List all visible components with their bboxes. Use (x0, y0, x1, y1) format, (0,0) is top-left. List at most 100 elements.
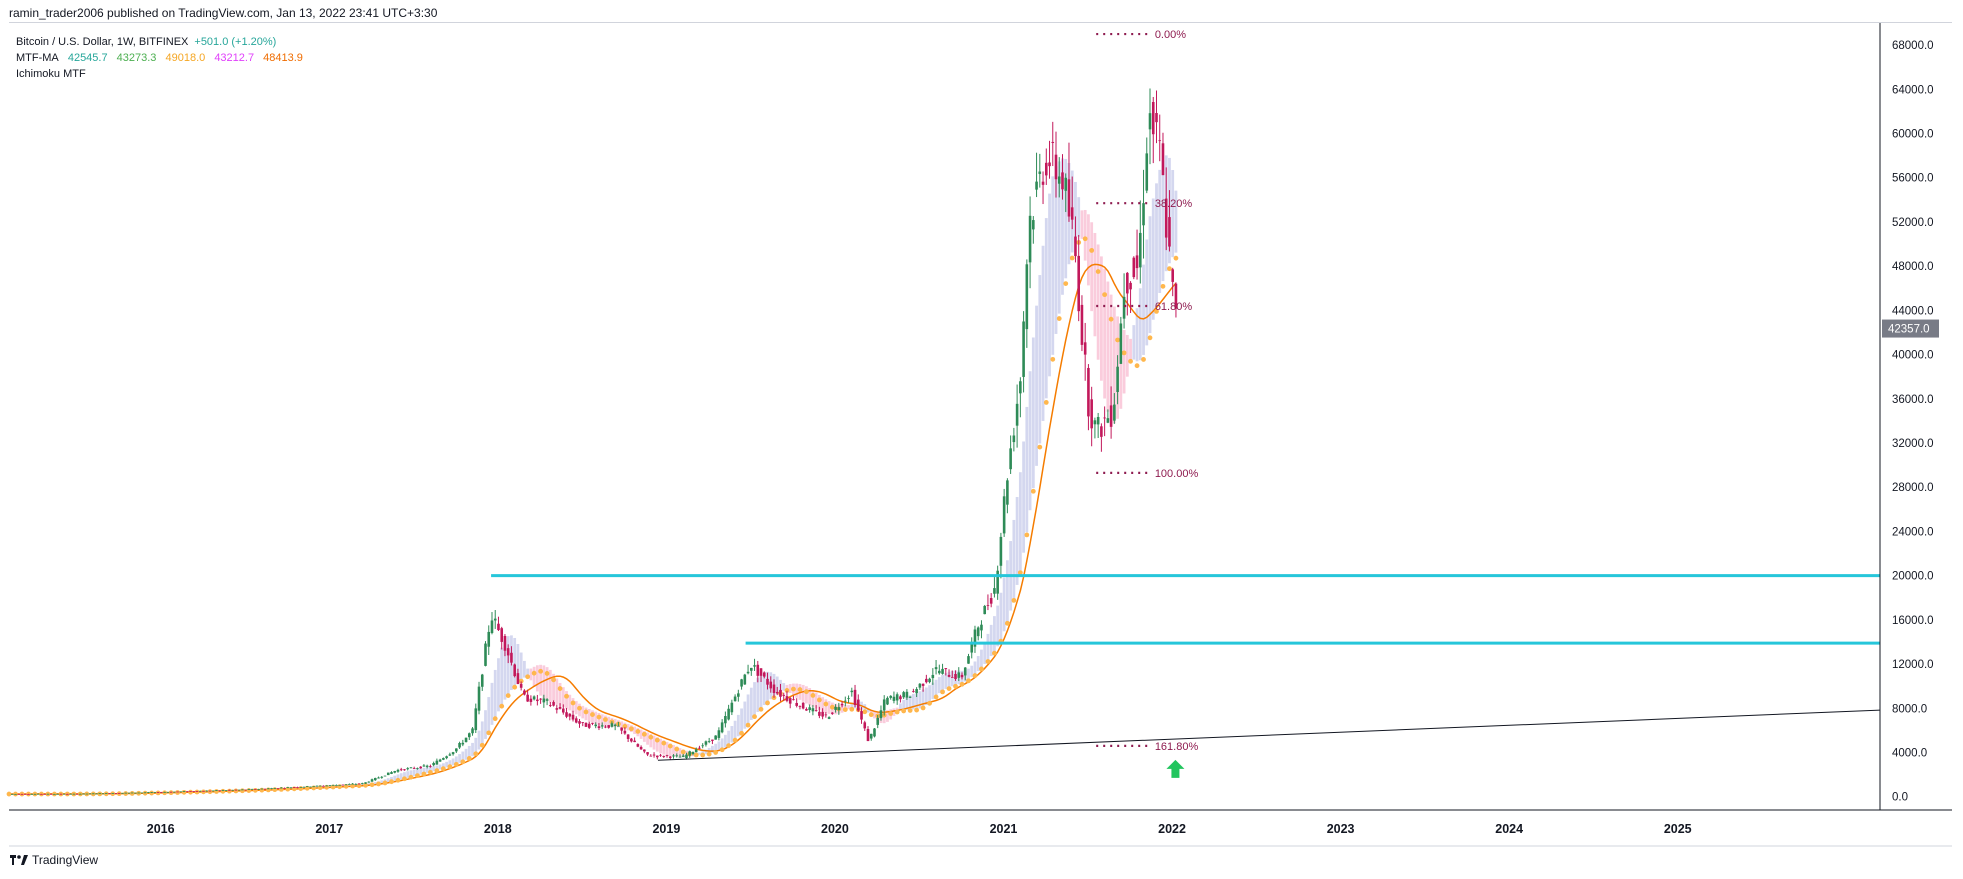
candle-body (876, 717, 880, 725)
candle-body (1164, 198, 1168, 238)
ma-dot (577, 705, 582, 711)
candle-body (571, 714, 575, 720)
candle-body (759, 668, 763, 676)
candle-body (480, 674, 484, 687)
cloud-segment (795, 683, 799, 698)
ma-dot (1082, 236, 1088, 242)
ma-dot (1024, 532, 1030, 538)
legend-mtf-row[interactable]: MTF-MA 42545.7 43273.3 49018.0 43212.7 4… (16, 50, 309, 66)
ma-dot (415, 773, 420, 779)
cloud-segment (1057, 161, 1061, 314)
candle-body (455, 748, 458, 752)
candle-body (1158, 140, 1162, 142)
candle-body (471, 728, 474, 734)
cloud-segment (548, 669, 552, 703)
last-price-tag[interactable] (1882, 319, 1939, 338)
candle-body (724, 716, 727, 724)
legend-ichimoku-row[interactable]: Ichimoku MTF (16, 66, 309, 82)
candle-body (1083, 342, 1087, 355)
candle-body (678, 756, 682, 758)
fibonacci-levels[interactable]: 0.00% 38.20% 61.80% 100.00% 161.80% (1096, 29, 1198, 753)
tradingview-logo-icon (10, 854, 28, 865)
candle-body (938, 670, 941, 674)
candle-body (367, 781, 371, 783)
candle-body (140, 792, 144, 794)
ma-dot (590, 712, 595, 717)
ma-dot (1128, 358, 1133, 364)
cloud-segment (403, 772, 406, 779)
candle-body (325, 785, 328, 787)
ma-dot (304, 785, 310, 791)
cloud-segment (840, 704, 844, 713)
ma-dot (972, 673, 978, 678)
legend-mtf-value-5: 48413.9 (263, 52, 303, 64)
candle-body (1135, 255, 1139, 269)
candle-body (801, 702, 805, 709)
y-tick-label: 28000.0 (1892, 482, 1934, 494)
candle-body (435, 760, 439, 765)
ma-dot (466, 756, 472, 761)
footer-brand[interactable]: TradingView (10, 853, 98, 867)
candle-body (636, 744, 640, 747)
cloud-segment (911, 693, 915, 710)
cloud-segment (662, 740, 666, 755)
cloud-segment (432, 766, 436, 772)
ma-dot (402, 776, 407, 782)
candle-body (996, 570, 999, 594)
candle-body (1025, 264, 1029, 330)
cloud-segment (785, 684, 789, 691)
y-axis[interactable]: 0.0 4000.0 8000.0 12000.0 16000.0 20000.0 2400… (1879, 23, 1939, 810)
candle-body (970, 643, 974, 653)
cloud-segment (367, 783, 371, 785)
cloud-segment (1048, 193, 1051, 377)
cloud-segment (1038, 275, 1042, 444)
candle-body (879, 710, 883, 719)
cloud-segment (1012, 519, 1016, 599)
cloud-segment (934, 679, 938, 696)
candle-body (484, 643, 487, 666)
legend-mtf-value-1: 42545.7 (67, 52, 108, 64)
candle-body (1116, 366, 1119, 393)
candle-body (662, 756, 666, 757)
legend-symbol-row[interactable]: Bitcoin / U.S. Dollar, 1W, BITFINEX +501.… (16, 34, 309, 50)
y-tick-label: 52000.0 (1892, 217, 1934, 229)
candle-body (432, 763, 435, 766)
candle-body (506, 648, 510, 656)
candle-body (772, 684, 776, 693)
cloud-segment (626, 723, 630, 731)
candle-body (344, 784, 348, 786)
x-tick-label: 2022 (1158, 822, 1186, 836)
cloud-segment (480, 721, 484, 745)
ma-dot (207, 789, 213, 795)
candle-body (338, 784, 341, 786)
candle-body (698, 747, 701, 749)
candle-body (967, 656, 970, 664)
ma-dot (745, 722, 751, 728)
candle-body (1109, 405, 1113, 427)
candle-body (539, 698, 542, 700)
fib-label: 38.20% (1155, 198, 1193, 210)
legend-symbol: Bitcoin / U.S. Dollar, 1W, BITFINEX (16, 36, 189, 48)
chart-frame (9, 22, 1952, 847)
cloud-segment (516, 644, 520, 683)
cloud-segment (458, 754, 461, 763)
candle-body (1006, 480, 1009, 505)
cloud-segment (743, 701, 747, 729)
candle-body (999, 536, 1003, 566)
candle-body (393, 771, 397, 773)
cloud-segment (1174, 190, 1178, 253)
support-trendline[interactable] (657, 709, 1881, 761)
cloud-segment (973, 661, 977, 675)
ma-dot (946, 686, 952, 692)
cloud-segment (561, 687, 565, 708)
x-axis[interactable]: 2016 2017 2018 2019 2020 2021 2022 2023 2024 2025 (9, 809, 1952, 847)
cloud-segment (390, 776, 393, 782)
candle-body (198, 790, 202, 792)
candle-body (788, 698, 792, 704)
up-arrow-icon (1166, 759, 1185, 778)
horizontal-levels[interactable] (491, 574, 1880, 645)
trendline[interactable] (657, 709, 1881, 761)
candle-body (685, 754, 688, 759)
candle-body (529, 698, 533, 702)
